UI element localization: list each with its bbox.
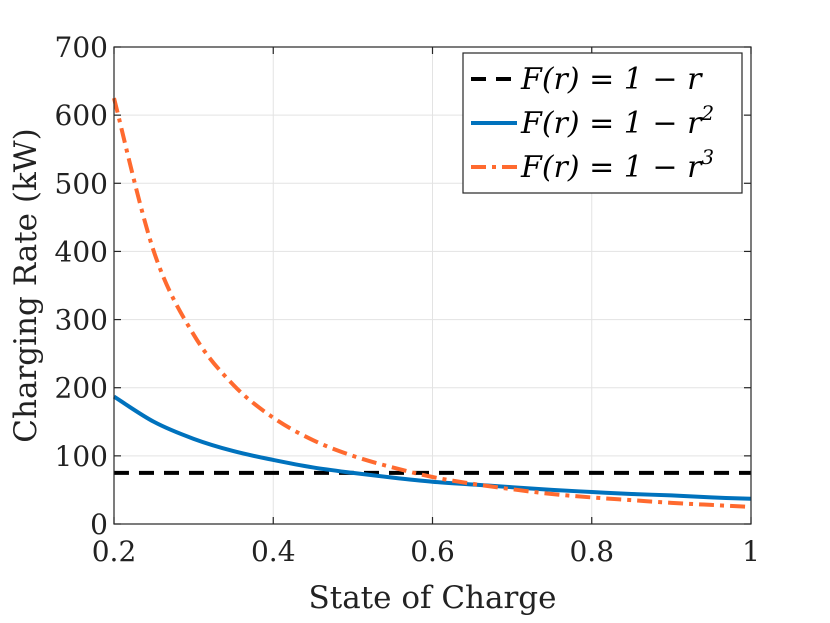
x-tick-label: 1	[742, 535, 760, 568]
legend-entry: F(r) = 1 − r3	[520, 145, 714, 185]
legend-exponent: 3	[701, 145, 714, 169]
y-tick-label: 700	[55, 31, 108, 64]
y-tick-label: 600	[55, 99, 108, 132]
legend-entry: F(r) = 1 − r	[520, 62, 703, 97]
series-quadratic-line	[112, 394, 752, 501]
y-tick-label: 100	[55, 440, 108, 473]
ticks: 0.2 0.4 0.6 0.8 1 0 100 200 300 400 500 600 700	[55, 31, 760, 568]
y-tick-label: 200	[55, 372, 108, 405]
series-layer	[112, 97, 752, 509]
series-cubic-line	[112, 97, 752, 509]
legend: F(r) = 1 − r F(r) = 1 − r2F(r) = 1 − r3	[462, 52, 743, 194]
y-tick-label: 500	[55, 167, 108, 200]
x-tick-label: 0.6	[410, 535, 455, 568]
legend-entry: F(r) = 1 − r2	[520, 101, 714, 141]
x-axis-label: State of Charge	[309, 580, 557, 616]
x-tick-label: 0.2	[92, 535, 137, 568]
x-tick-label: 0.8	[569, 535, 614, 568]
y-tick-label: 400	[55, 235, 108, 268]
legend-exponent: 2	[700, 101, 714, 125]
y-tick-label: 300	[55, 304, 108, 337]
y-tick-label: 0	[90, 508, 108, 541]
x-tick-label: 0.4	[251, 535, 296, 568]
y-axis-label: Charging Rate (kW)	[8, 128, 44, 442]
